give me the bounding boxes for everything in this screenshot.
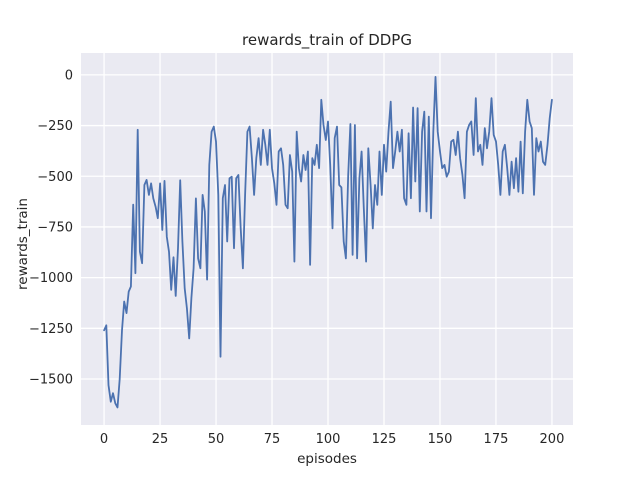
x-tick-label-5: 125 xyxy=(372,432,397,447)
rewards-train-line xyxy=(103,76,553,409)
x-tick-label-2: 50 xyxy=(208,432,225,447)
x-tick-label-7: 175 xyxy=(484,432,509,447)
y-tick-label-0: 0 xyxy=(65,68,73,83)
y-tick-label-5: −1250 xyxy=(29,322,73,337)
x-tick-label-0: 0 xyxy=(100,432,108,447)
x-axis-label: episodes xyxy=(297,451,357,467)
y-tick-label-3: −750 xyxy=(37,220,73,235)
y-tick-label-6: −1500 xyxy=(29,372,73,387)
y-axis-label: rewards_train xyxy=(15,198,31,290)
x-tick-label-1: 25 xyxy=(152,432,169,447)
x-tick-label-8: 200 xyxy=(540,432,565,447)
x-tick-label-6: 150 xyxy=(428,432,453,447)
axes-background xyxy=(81,53,573,425)
x-tick-label-4: 100 xyxy=(316,432,341,447)
x-tick-label-3: 75 xyxy=(264,432,281,447)
y-tick-label-2: −500 xyxy=(37,170,73,185)
y-tick-label-1: −250 xyxy=(37,119,73,134)
y-tick-label-4: −1000 xyxy=(29,271,73,286)
chart-title: rewards_train of DDPG xyxy=(242,31,412,49)
